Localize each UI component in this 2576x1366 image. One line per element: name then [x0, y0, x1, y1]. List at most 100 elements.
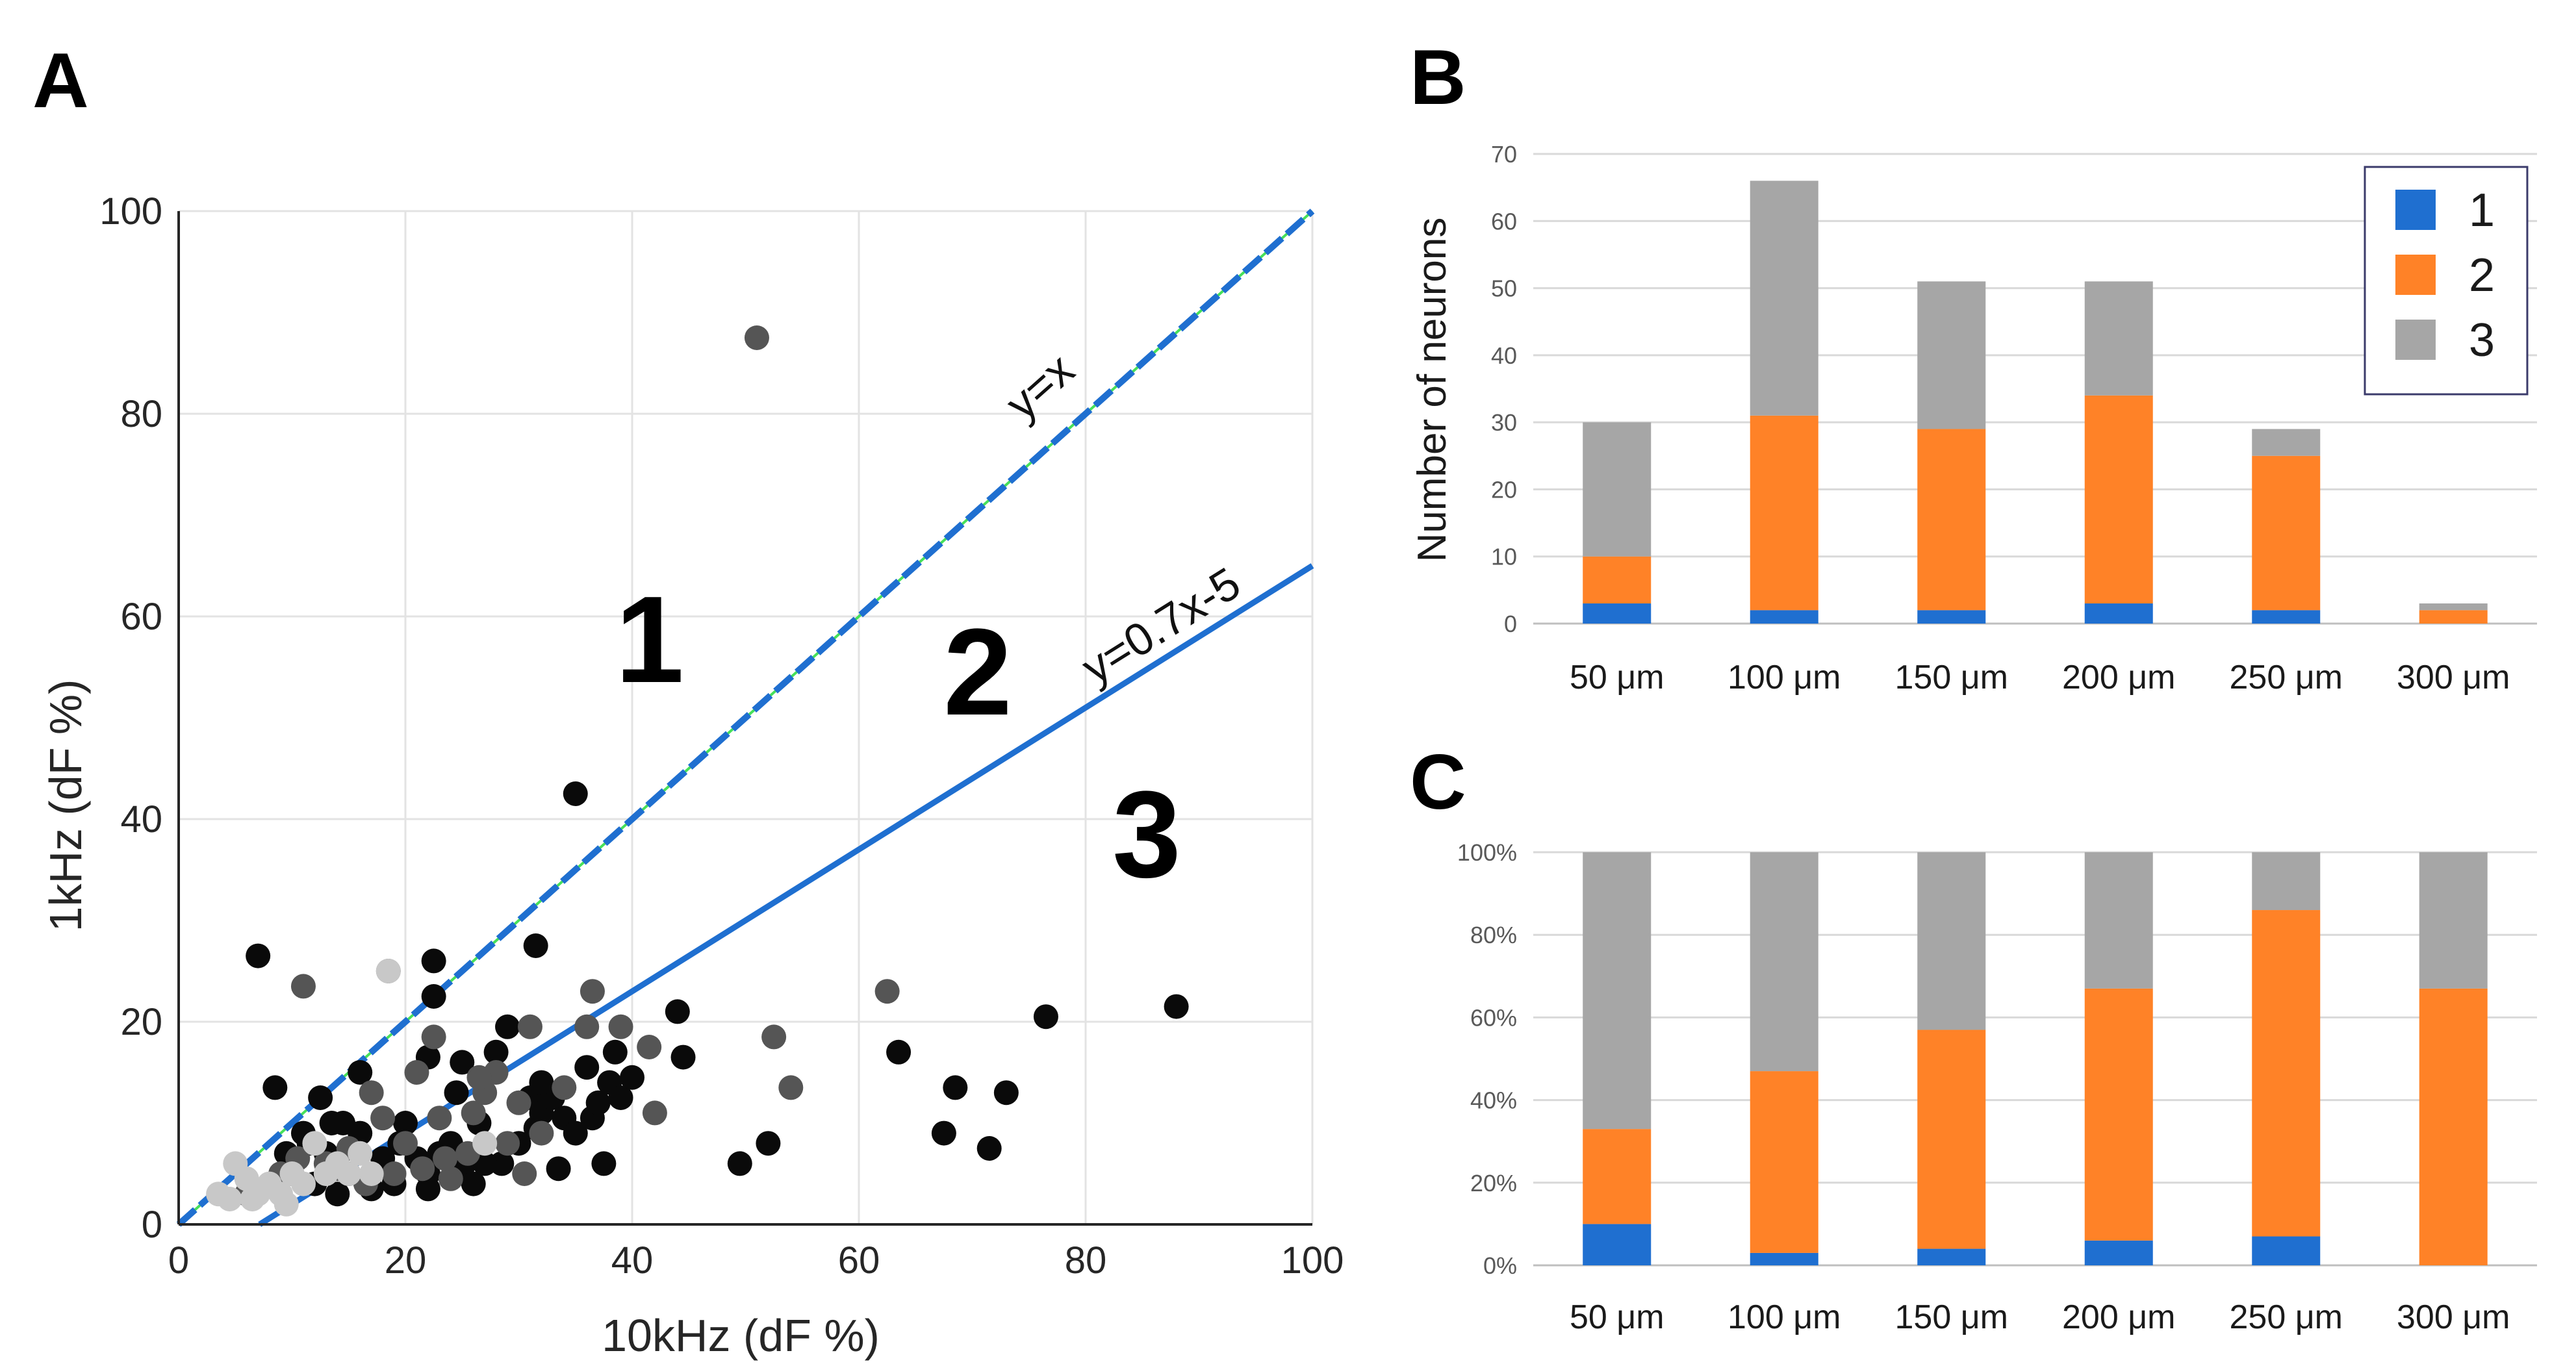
scatter-point-black [563, 1120, 588, 1146]
category-label: 150 μm [1895, 1298, 2008, 1336]
legend-swatch-1 [2395, 190, 2436, 230]
category-label: 200 μm [2062, 1298, 2175, 1336]
scatter-point-black [262, 1075, 288, 1100]
y-tick-label: 80 [120, 393, 162, 435]
y-tick-label: 80% [1470, 922, 1517, 948]
bar-segment-1 [1917, 1248, 1986, 1265]
scatter-point-dark-gray [421, 1024, 446, 1050]
y-tick-label: 40 [120, 798, 162, 841]
scatter-point-light-gray [359, 1161, 384, 1186]
scatter-point-black [308, 1085, 333, 1110]
category-label: 200 μm [2062, 659, 2175, 696]
scatter-point-black [495, 1014, 520, 1039]
legend-label-3: 3 [2469, 314, 2495, 366]
count-category-labels: 50 μm 100 μm 150 μm 200 μm 250 μm 300 μm [1570, 659, 2510, 696]
scatter-point-black [415, 1176, 440, 1202]
scatter-point-black [727, 1151, 752, 1176]
scatter-point-dark-gray [761, 1024, 787, 1050]
scatter-point-black [325, 1182, 350, 1207]
count-tick-labels: 0 10 20 30 40 50 60 70 [1491, 141, 1517, 637]
bar-segment-1 [2084, 603, 2153, 624]
scatter-point-light-gray [290, 1171, 316, 1196]
scatter-point-dark-gray [506, 1090, 531, 1115]
y-tick-label: 40% [1470, 1087, 1517, 1114]
scatter-point-dark-gray [580, 979, 605, 1004]
panel-label-c: C [1410, 739, 1466, 826]
panel-label-a: A [32, 37, 89, 124]
bar-segment-3 [2084, 852, 2153, 989]
scatter-point-black [461, 1171, 486, 1196]
count-y-label: Number of neurons [1410, 218, 1455, 563]
bar-segment-2 [2084, 988, 2153, 1241]
scatter-point-light-gray [376, 959, 401, 983]
category-label: 250 μm [2230, 659, 2343, 696]
scatter-point-dark-gray [410, 1156, 435, 1182]
scatter-point-black [421, 948, 446, 974]
bar-segment-3 [1583, 422, 1651, 557]
bar-segment-1 [1750, 610, 1818, 624]
y-tick-label: 0 [1504, 611, 1517, 637]
y-tick-label: 20% [1470, 1170, 1517, 1196]
scatter-point-light-gray [217, 1187, 242, 1211]
scatter-point-dark-gray [552, 1075, 577, 1100]
scatter-point-black [943, 1075, 968, 1100]
scatter-point-dark-gray [404, 1060, 429, 1085]
bar-segment-2 [1750, 1071, 1818, 1253]
scatter-point-black [574, 1055, 600, 1080]
bar-segment-2 [1917, 1030, 1986, 1249]
bar-segment-3 [2419, 852, 2488, 989]
scatter-point-black [444, 1080, 469, 1106]
scatter-point-black [602, 1039, 628, 1065]
scatter-point-dark-gray [874, 979, 900, 1004]
bar-segment-3 [1583, 852, 1651, 1130]
scatter-point-black [585, 1090, 611, 1115]
legend-swatch-2 [2395, 255, 2436, 295]
scatter-point-black [931, 1120, 956, 1146]
bar-segment-2 [2419, 988, 2488, 1265]
bar-segment-2 [2419, 610, 2488, 624]
scatter-point-light-gray [472, 1131, 498, 1156]
count-bars [1583, 181, 2488, 624]
scatter-point-light-gray [348, 1141, 373, 1166]
scatter-panel-a: 0 20 40 60 80 100 0 20 40 60 80 100 10kHz (dF %) 1k… [40, 190, 1344, 1361]
identity-line [176, 209, 1315, 1227]
bar-segment-1 [1583, 603, 1651, 624]
scatter-point-dark-gray [359, 1080, 384, 1106]
scatter-point-dark-gray [433, 1146, 458, 1171]
legend: 1 2 3 [2364, 166, 2529, 396]
x-tick-label: 40 [611, 1239, 654, 1282]
scatter-point-dark-gray [438, 1166, 463, 1191]
category-label: 150 μm [1895, 659, 2008, 696]
percent-category-labels: 50 μm 100 μm 150 μm 200 μm 250 μm 300 μm [1570, 1298, 2510, 1336]
scatter-point-black [523, 933, 548, 958]
legend-swatch-3 [2395, 320, 2436, 360]
category-label: 300 μm [2397, 1298, 2510, 1336]
bar-segment-2 [1583, 556, 1651, 604]
y-tick-label: 60% [1470, 1004, 1517, 1031]
y-tick-label: 60 [120, 596, 162, 638]
scatter-point-dark-gray [393, 1131, 418, 1156]
legend-label-2: 2 [2469, 249, 2495, 301]
region-label-1: 1 [615, 571, 684, 709]
scatter-point-light-gray [240, 1187, 265, 1211]
y-tick-label: 60 [1491, 208, 1517, 234]
bar-segment-1 [2252, 610, 2321, 624]
y-tick-label: 50 [1491, 275, 1517, 302]
scatter-x-label: 10kHz (dF %) [602, 1310, 880, 1361]
count-bar-panel-b: 0 10 20 30 40 50 60 70 50 μm 100 μm 150 μm 200 μm 2… [1410, 141, 2537, 696]
scatter-point-black [450, 1050, 475, 1075]
scatter-point-dark-gray [512, 1161, 537, 1186]
scatter-point-black [608, 1085, 633, 1110]
bar-segment-3 [1917, 852, 1986, 1030]
bar-segment-1 [2084, 1240, 2153, 1265]
scatter-point-dark-gray [461, 1100, 486, 1126]
panel-label-b: B [1410, 34, 1466, 121]
bar-segment-3 [1750, 181, 1818, 416]
bar-segment-2 [2252, 455, 2321, 611]
bar-segment-1 [1917, 610, 1986, 624]
scatter-point-black [756, 1131, 781, 1156]
scatter-point-black [489, 1151, 515, 1176]
scatter-point-black [976, 1136, 1002, 1161]
y-tick-label: 100 [99, 190, 162, 233]
